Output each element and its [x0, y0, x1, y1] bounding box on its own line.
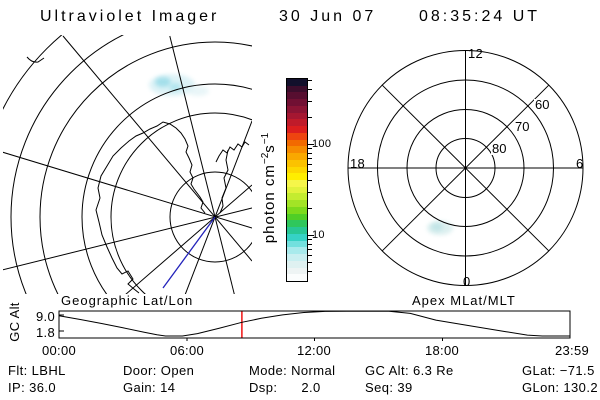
latitude-grid-arcs — [3, 35, 252, 294]
colorbar-band — [287, 247, 307, 255]
status-glat: GLat: −71.5 — [522, 363, 595, 378]
colorbar-band — [287, 186, 307, 194]
timeline-ylabel: GC Alt — [7, 302, 22, 342]
title-date: 30 Jun 07 — [279, 8, 377, 25]
colorbar-band — [287, 105, 307, 113]
colorbar-tick — [308, 148, 312, 150]
xtick-1200: 12:00 — [296, 343, 332, 358]
colorbar — [286, 78, 308, 282]
colorbar-tick — [308, 144, 314, 145]
status-door: Door: Open — [123, 363, 195, 378]
mlt-label-18: 18 — [350, 156, 366, 171]
colorbar-band — [287, 200, 307, 207]
colorbar-band — [287, 119, 307, 127]
colorbar-tick — [308, 116, 312, 118]
status-mode: Mode: Normal — [249, 363, 336, 378]
colorbar-tick — [308, 171, 312, 173]
apex-polar-plot — [347, 50, 584, 286]
colorbar-tick — [308, 164, 312, 166]
mlt-label-6: 6 — [576, 156, 584, 171]
mlat-ring-label-60: 60 — [534, 97, 551, 112]
colorbar-tick — [308, 89, 312, 91]
colorbar-band — [287, 173, 307, 181]
colorbar-band — [287, 233, 307, 241]
gc-alt-timeline — [58, 310, 571, 341]
status-seq: Seq: 39 — [365, 380, 413, 395]
colorbar-band — [287, 92, 307, 100]
status-dsp: Dsp: 2.0 — [249, 380, 321, 395]
colorbar-band — [287, 213, 307, 221]
colorbar-band — [287, 206, 307, 214]
colorbar-tick — [308, 191, 312, 193]
colorbar-band — [287, 126, 307, 133]
ytick-9: 9.0 — [36, 309, 55, 324]
colorbar-tick — [308, 255, 312, 257]
colorbar-tick — [308, 152, 312, 154]
mlt-label-12: 12 — [468, 46, 484, 61]
colorbar-band — [287, 260, 307, 268]
colorbar-band — [287, 112, 307, 120]
page-title: Ultraviolet Imager — [40, 8, 220, 25]
mlt-label-0: 0 — [463, 274, 471, 289]
colorbar-band — [287, 240, 307, 248]
colorbar-unit-label: photon cm−2s−1 — [260, 132, 278, 244]
colorbar-band — [287, 220, 307, 228]
colorbar-tick — [308, 271, 312, 273]
aurora-patch-geo — [149, 74, 209, 96]
timeline-axis-ticks — [59, 314, 443, 341]
colorbar-band — [287, 153, 307, 160]
colorbar-band — [287, 159, 307, 167]
colorbar-bands — [287, 79, 307, 282]
colorbar-band — [287, 180, 307, 187]
colorbar-tick — [308, 80, 312, 82]
meridian-grid-lines — [3, 35, 252, 294]
colorbar-tick-label-100: 100 — [312, 138, 332, 150]
gc-alt-curve — [58, 310, 570, 337]
colorbar-band — [287, 227, 307, 234]
colorbar-band — [287, 193, 307, 201]
colorbar-band — [287, 274, 307, 282]
colorbar-tick — [308, 207, 312, 209]
geographic-map — [3, 35, 252, 294]
mlt-spokes — [348, 50, 583, 286]
mlat-ring-label-80: 80 — [491, 141, 508, 156]
xtick-1800: 18:00 — [424, 343, 460, 358]
xtick-2359: 23:59 — [554, 343, 590, 358]
colorbar-tick-label-10: 10 — [312, 229, 325, 241]
colorbar-tick — [308, 262, 312, 264]
colorbar-band — [287, 166, 307, 174]
colorbar-tick — [308, 239, 312, 241]
xtick-0000: 00:00 — [41, 343, 77, 358]
status-gcalt: GC Alt: 6.3 Re — [365, 363, 454, 378]
colorbar-band — [287, 85, 307, 93]
apex-plot-label: Apex MLat/MLT — [412, 293, 516, 308]
status-gain: Gain: 14 — [123, 380, 176, 395]
mlat-ring-label-70: 70 — [514, 119, 531, 134]
geo-map-label: Geographic Lat/Lon — [61, 293, 194, 308]
coastline — [26, 56, 250, 294]
orbit-track-line — [162, 216, 216, 289]
ytick-1-8: 1.8 — [36, 325, 55, 340]
colorbar-band — [287, 79, 307, 86]
colorbar-band — [287, 99, 307, 106]
title-time: 08:35:24 UT — [419, 8, 541, 25]
colorbar-band — [287, 139, 307, 147]
colorbar-band — [287, 254, 307, 261]
xtick-0600: 06:00 — [169, 343, 205, 358]
colorbar-band — [287, 132, 307, 140]
status-flt: Flt: LBHL — [8, 363, 66, 378]
colorbar-tick — [308, 249, 312, 251]
timeline-frame — [58, 310, 571, 339]
colorbar-tick — [308, 158, 312, 160]
status-ip: IP: 36.0 — [8, 380, 57, 395]
colorbar-tick — [308, 243, 312, 245]
colorbar-tick — [308, 100, 312, 102]
aurora-patch-apex — [427, 221, 453, 235]
colorbar-band — [287, 146, 307, 154]
colorbar-band — [287, 267, 307, 275]
status-glon: GLon: 130.2 — [522, 380, 598, 395]
colorbar-tick — [308, 180, 312, 182]
colorbar-tick — [308, 235, 314, 236]
